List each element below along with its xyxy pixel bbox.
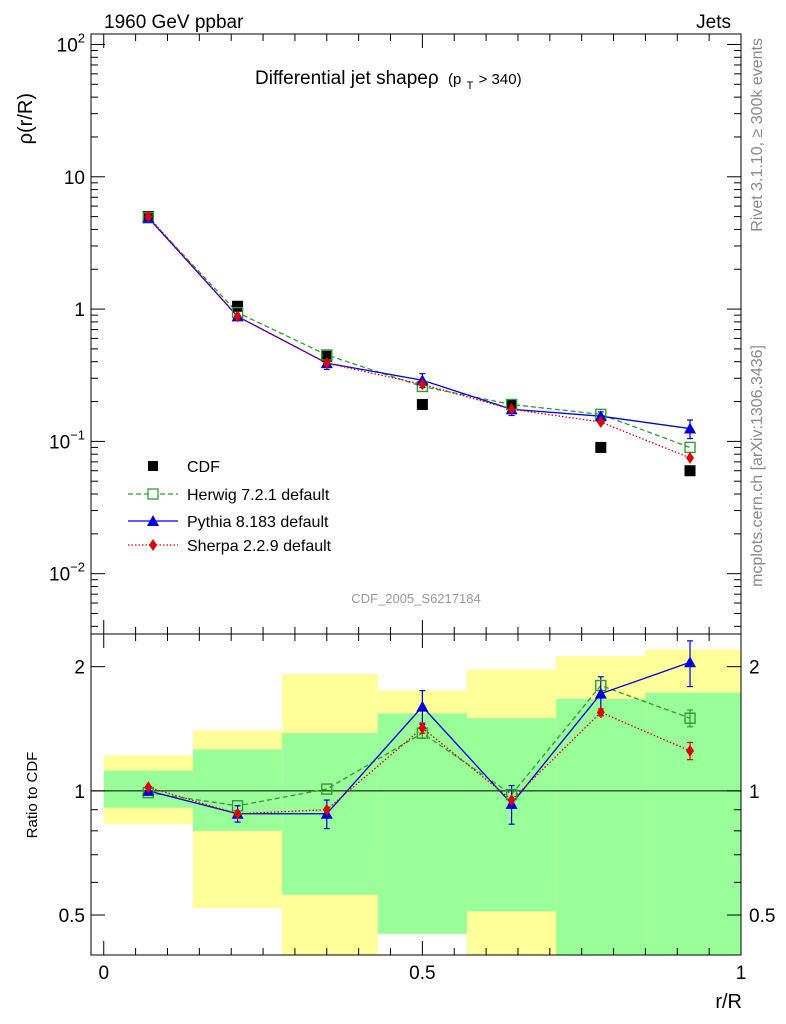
main-point-cdf [232, 300, 244, 312]
main-y-tick-exponent: 2 [78, 30, 85, 45]
main-title-sub-end: > 340) [479, 71, 522, 88]
main-y-tick-label: 10 [64, 168, 85, 189]
header-left: 1960 GeV ppbar [104, 12, 244, 33]
ratio-frame [90, 633, 742, 956]
x-axis-label: r/R [715, 991, 742, 1013]
legend-sherpa-label: Sherpa 2.2.9 default [187, 538, 332, 555]
x-tick-label: 0 [98, 963, 109, 984]
main-point-sherpa [596, 416, 605, 429]
legend-herwig-marker [147, 488, 159, 500]
side-rivet-label: Rivet 3.1.10, ≥ 300k events [749, 38, 766, 232]
ratio-band-green [645, 692, 741, 955]
main-title-sub-index: T [467, 80, 474, 92]
ratio-point-sherpa [144, 781, 153, 794]
main-title-sub: (p [448, 71, 461, 88]
main-y-tick-exponent: −1 [70, 427, 85, 442]
ratio-y-axis-label: Ratio to CDF [24, 752, 41, 839]
legend-herwig-label: Herwig 7.2.1 default [187, 487, 330, 504]
main-point-herwig [684, 441, 696, 454]
legend-cdf-marker [148, 461, 158, 471]
main-line-herwig [147, 217, 691, 449]
main-y-tick-label: 10−2 [49, 560, 85, 586]
legend-pythia-marker [147, 515, 159, 526]
ratio-plot-area: 0 0.5 1 0.5 0.5 1 1 2 2 [59, 633, 775, 984]
ratio-point-herwig [321, 783, 333, 795]
main-point-sherpa [418, 378, 427, 391]
ratio-y-tick-label-right: 0.5 [749, 906, 775, 927]
header-right: Jets [696, 12, 731, 33]
main-y-tick-label: 1 [74, 300, 85, 321]
main-title-text: Differential jet shapeρ [255, 68, 439, 89]
ratio-point-sherpa [418, 722, 427, 735]
x-tick-label: 0.5 [409, 963, 435, 984]
ratio-point-sherpa [507, 794, 516, 807]
main-point-sherpa [507, 403, 516, 416]
main-y-tick-label: 10−1 [49, 427, 85, 453]
main-y-tick-base: 10 [49, 432, 70, 453]
ratio-point-herwig [684, 712, 696, 724]
x-tick-label: 1 [736, 963, 747, 984]
ratio-point-sherpa [233, 807, 242, 820]
ratio-y-tick-label-right: 2 [749, 658, 760, 679]
ratio-point-pythia [594, 687, 607, 699]
legend: CDF Herwig 7.2.1 default Pythia 8.183 de… [128, 459, 332, 555]
ratio-point-sherpa [322, 803, 331, 816]
main-point-cdf [416, 398, 428, 410]
ratio-band-green [556, 698, 646, 955]
main-point-cdf [595, 441, 607, 453]
ratio-point-sherpa [686, 744, 695, 757]
main-point-sherpa [322, 357, 331, 370]
ratio-y-tick-label: 1 [74, 782, 85, 803]
main-y-tick-base: 10 [49, 565, 70, 586]
ratio-y-tick-label: 2 [74, 658, 85, 679]
main-point-sherpa [144, 210, 153, 223]
legend-cdf-label: CDF [187, 459, 220, 476]
ratio-point-pythia [416, 700, 429, 712]
main-point-pythia [684, 422, 697, 434]
main-line-pythia [147, 217, 691, 430]
main-y-axis-label: ρ(r/R) [15, 93, 37, 144]
main-point-cdf [321, 350, 333, 362]
ratio-y-tick-label-right: 1 [749, 782, 760, 803]
analysis-watermark: CDF_2005_S6217184 [351, 591, 480, 606]
ratio-band-green [377, 713, 467, 934]
ratio-y-tick-label: 0.5 [59, 906, 85, 927]
main-point-cdf [684, 465, 696, 477]
main-point-sherpa [686, 451, 695, 464]
ratio-point-pythia [684, 656, 697, 668]
main-line-sherpa [147, 216, 691, 459]
legend-pythia-label: Pythia 8.183 default [187, 514, 329, 531]
legend-sherpa-marker [149, 539, 157, 551]
main-title: Differential jet shapeρ (p T > 340) [255, 68, 522, 94]
main-y-tick-exponent: −2 [70, 560, 85, 575]
main-point-pythia [594, 410, 607, 422]
side-mcplots-label: mcplots.cern.ch [arXiv:1306.3436] [749, 345, 766, 587]
main-y-tick-label: 102 [57, 30, 85, 56]
main-y-tick-base: 10 [57, 35, 78, 56]
ratio-point-sherpa [596, 706, 605, 719]
main-point-sherpa [233, 310, 242, 323]
